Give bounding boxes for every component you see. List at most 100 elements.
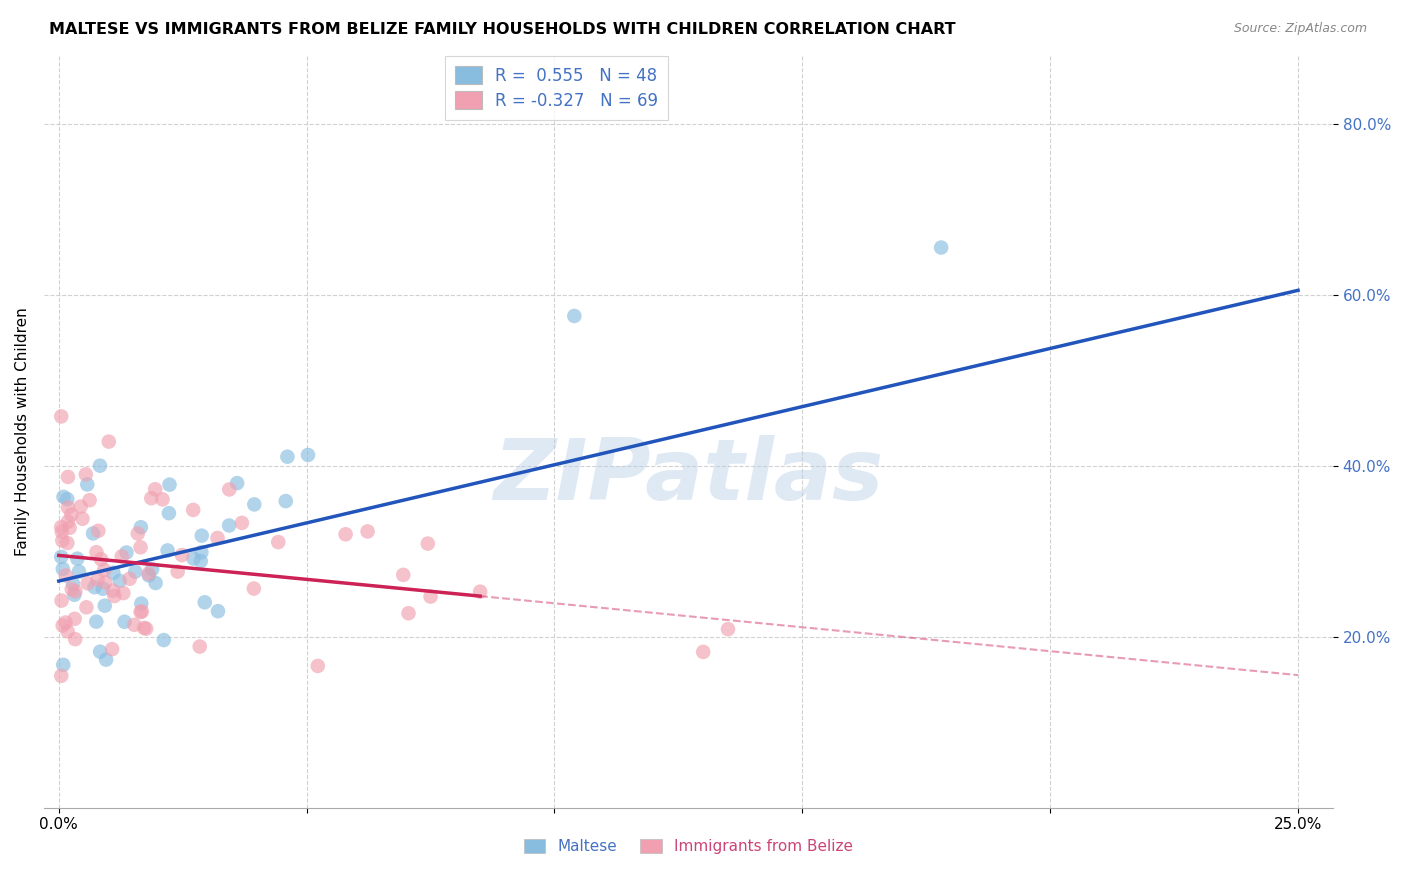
- Point: [127, 526, 149, 541]
- Point: [416, 536, 439, 550]
- Point: [124, 617, 146, 632]
- Text: Source: ZipAtlas.com: Source: ZipAtlas.com: [1233, 22, 1367, 36]
- Point: [157, 506, 180, 520]
- Point: [89, 458, 111, 473]
- Point: [143, 483, 166, 497]
- Point: [274, 494, 297, 508]
- Point: [115, 545, 138, 559]
- Point: [138, 568, 160, 582]
- Point: [170, 548, 193, 562]
- Point: [51, 549, 73, 564]
- Point: [562, 309, 585, 323]
- Point: [51, 669, 73, 683]
- Point: [419, 590, 441, 604]
- Point: [188, 640, 211, 654]
- Point: [156, 543, 179, 558]
- Point: [76, 576, 98, 591]
- Point: [51, 533, 73, 548]
- Point: [181, 503, 204, 517]
- Point: [297, 448, 319, 462]
- Point: [468, 584, 491, 599]
- Point: [63, 632, 86, 647]
- Point: [51, 520, 73, 534]
- Point: [131, 597, 153, 611]
- Point: [75, 600, 97, 615]
- Point: [356, 524, 378, 539]
- Point: [56, 492, 79, 507]
- Point: [72, 512, 94, 526]
- Point: [398, 606, 420, 620]
- Point: [929, 241, 952, 255]
- Point: [124, 565, 146, 579]
- Point: [69, 500, 91, 514]
- Point: [86, 573, 108, 587]
- Point: [129, 605, 152, 619]
- Point: [51, 409, 73, 424]
- Point: [60, 582, 83, 596]
- Point: [63, 612, 86, 626]
- Point: [692, 645, 714, 659]
- Point: [67, 565, 90, 579]
- Point: [76, 477, 98, 491]
- Point: [55, 568, 77, 582]
- Point: [190, 554, 212, 568]
- Point: [62, 577, 84, 591]
- Point: [112, 586, 135, 600]
- Point: [55, 615, 77, 630]
- Point: [226, 476, 249, 491]
- Point: [97, 434, 120, 449]
- Point: [218, 518, 240, 533]
- Point: [145, 576, 167, 591]
- Point: [86, 545, 108, 559]
- Point: [94, 652, 117, 666]
- Point: [56, 500, 79, 515]
- Point: [243, 497, 266, 511]
- Point: [83, 580, 105, 594]
- Point: [94, 599, 117, 613]
- Point: [56, 470, 79, 484]
- Point: [65, 584, 87, 599]
- Point: [129, 520, 152, 534]
- Y-axis label: Family Households with Children: Family Households with Children: [15, 307, 30, 556]
- Point: [118, 572, 141, 586]
- Point: [190, 528, 212, 542]
- Point: [52, 618, 75, 632]
- Point: [56, 624, 79, 639]
- Point: [132, 621, 155, 635]
- Point: [141, 491, 163, 506]
- Point: [56, 515, 79, 529]
- Point: [114, 615, 136, 629]
- Point: [152, 633, 174, 648]
- Point: [108, 574, 131, 588]
- Point: [87, 524, 110, 538]
- Point: [75, 467, 97, 482]
- Point: [135, 622, 157, 636]
- Point: [111, 549, 134, 564]
- Point: [93, 563, 115, 577]
- Point: [60, 508, 83, 522]
- Point: [63, 588, 86, 602]
- Point: [89, 645, 111, 659]
- Point: [52, 490, 75, 504]
- Point: [131, 604, 153, 618]
- Point: [91, 582, 114, 596]
- Point: [51, 524, 73, 539]
- Point: [392, 567, 415, 582]
- Point: [194, 595, 217, 609]
- Point: [51, 593, 73, 607]
- Point: [190, 545, 212, 559]
- Legend: R =  0.555   N = 48, R = -0.327   N = 69: R = 0.555 N = 48, R = -0.327 N = 69: [446, 56, 668, 120]
- Point: [307, 659, 329, 673]
- Point: [103, 566, 125, 580]
- Point: [101, 642, 124, 657]
- Point: [90, 552, 112, 566]
- Point: [94, 575, 117, 590]
- Point: [103, 589, 125, 603]
- Point: [101, 583, 124, 598]
- Point: [183, 551, 205, 566]
- Point: [207, 531, 229, 545]
- Point: [231, 516, 253, 530]
- Point: [52, 657, 75, 672]
- Point: [207, 604, 229, 618]
- Point: [243, 582, 266, 596]
